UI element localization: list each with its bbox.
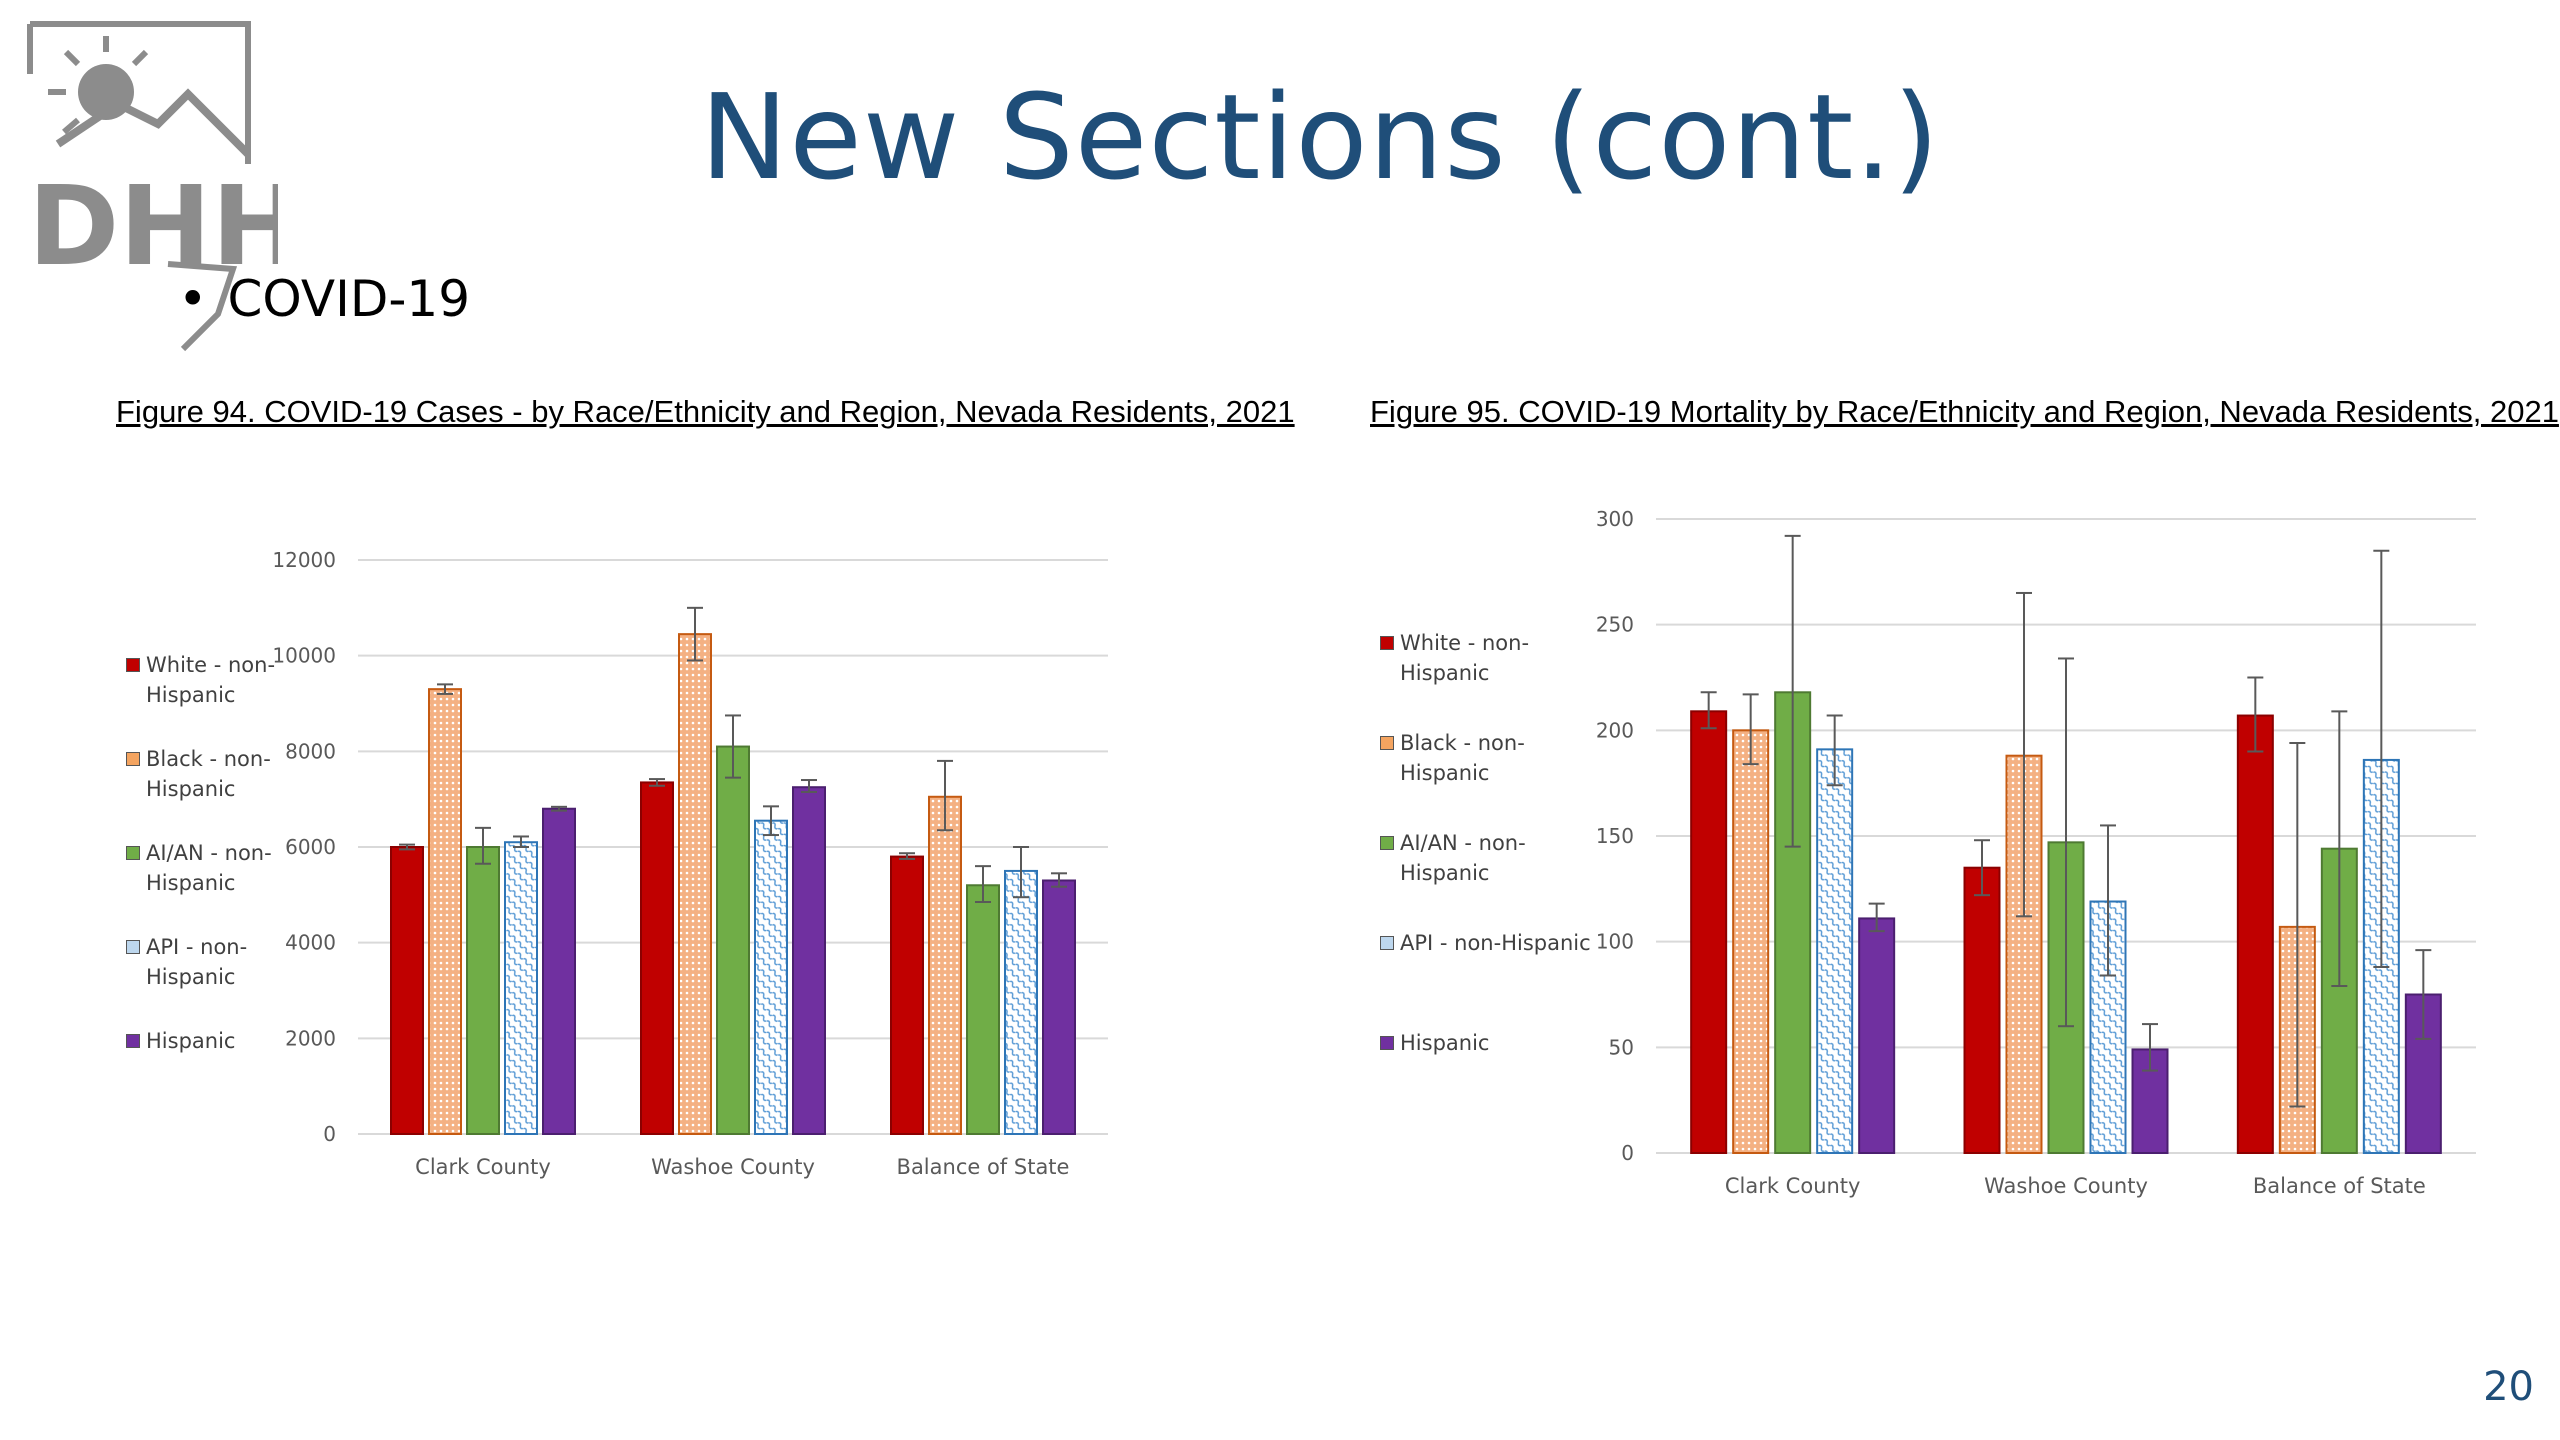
bar	[1004, 869, 1038, 1136]
y-tick-label: 2000	[285, 1026, 336, 1050]
legend-item: AI/AN - non-Hispanic	[126, 838, 286, 898]
legend-item: Hispanic	[126, 1026, 286, 1056]
bar	[792, 786, 826, 1135]
legend-swatch	[1380, 1036, 1394, 1050]
legend-swatch	[1380, 636, 1394, 650]
bar	[640, 781, 674, 1135]
x-category-label: Balance of State	[897, 1155, 1070, 1179]
legend-item: Hispanic	[1380, 1028, 1530, 1058]
figure-95-legend: White - non-Hispanic Black - non-Hispani…	[1380, 628, 1591, 1068]
legend-swatch	[126, 846, 140, 860]
figure-94-caption: Figure 94. COVID-19 Cases - by Race/Ethn…	[116, 394, 1295, 429]
y-tick-label: 4000	[285, 931, 336, 955]
y-tick-label: 8000	[285, 739, 336, 763]
bar	[716, 745, 750, 1135]
bar	[504, 841, 538, 1135]
bar	[928, 795, 962, 1136]
legend-swatch	[1380, 936, 1394, 950]
slide-title: New Sections (cont.)	[700, 68, 1940, 206]
y-tick-label: 10000	[272, 644, 336, 668]
legend-swatch	[1380, 836, 1394, 850]
bar	[428, 688, 462, 1136]
legend-swatch	[126, 752, 140, 766]
bullet-text: COVID-19	[227, 270, 471, 328]
figure-95-caption: Figure 95. COVID-19 Mortality by Race/Et…	[1370, 394, 2559, 429]
legend-item: Black - non-Hispanic	[126, 744, 286, 804]
legend-swatch	[1380, 736, 1394, 750]
bullet-dot: •	[178, 270, 208, 328]
bar	[542, 807, 576, 1135]
y-tick-label: 6000	[285, 835, 336, 859]
legend-swatch	[126, 1034, 140, 1048]
x-category-label: Clark County	[415, 1155, 551, 1179]
bar	[754, 819, 788, 1135]
bar	[390, 846, 424, 1135]
page-number: 20	[2483, 1364, 2534, 1410]
legend-item: API - non-Hispanic	[1380, 928, 1591, 958]
legend-swatch	[126, 658, 140, 672]
legend-item: AI/AN - non-Hispanic	[1380, 828, 1530, 888]
legend-item: White - non-Hispanic	[1380, 628, 1530, 688]
bar	[1042, 879, 1076, 1135]
bar	[678, 633, 712, 1135]
y-tick-label: 12000	[272, 548, 336, 572]
y-tick-label: 0	[323, 1122, 336, 1146]
legend-item: Black - non-Hispanic	[1380, 728, 1530, 788]
x-category-label: Washoe County	[651, 1155, 815, 1179]
figure-94-legend: White - non-Hispanic Black - non-Hispani…	[126, 650, 296, 1070]
bar	[466, 846, 500, 1135]
bar	[966, 884, 1000, 1135]
legend-swatch	[126, 940, 140, 954]
legend-item: API - non-Hispanic	[126, 932, 286, 992]
bullet-item: • COVID-19	[178, 270, 470, 328]
legend-item: White - non-Hispanic	[126, 650, 286, 710]
bar	[890, 855, 924, 1135]
